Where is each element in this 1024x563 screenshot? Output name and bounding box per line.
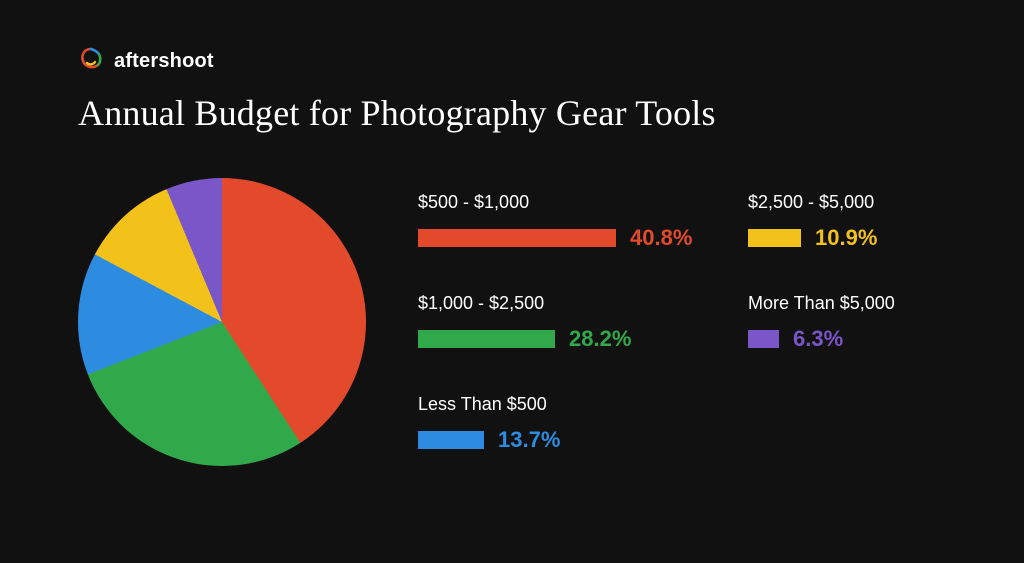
legend-label: $2,500 - $5,000 (748, 192, 968, 213)
legend-bar (748, 330, 779, 348)
legend-percent: 13.7% (498, 427, 560, 453)
chart-title: Annual Budget for Photography Gear Tools (78, 92, 716, 134)
legend-bar (418, 229, 616, 247)
brand-name: aftershoot (114, 50, 214, 73)
legend-item: Less Than $500 13.7% (418, 394, 738, 453)
legend-bar (418, 330, 555, 348)
legend-bar-row: 28.2% (418, 326, 738, 352)
pie-graphic (78, 178, 366, 466)
legend-bar-row: 13.7% (418, 427, 738, 453)
legend-percent: 40.8% (630, 225, 692, 251)
legend-label: $1,000 - $2,500 (418, 293, 738, 314)
legend-percent: 10.9% (815, 225, 877, 251)
legend-item: $500 - $1,000 40.8% (418, 192, 738, 251)
legend-label: $500 - $1,000 (418, 192, 738, 213)
pie-chart (78, 178, 366, 466)
legend-label: More Than $5,000 (748, 293, 968, 314)
legend-bar (748, 229, 801, 247)
legend-percent: 28.2% (569, 326, 631, 352)
legend-item: $1,000 - $2,500 28.2% (418, 293, 738, 352)
legend-label: Less Than $500 (418, 394, 738, 415)
legend-item: More Than $5,000 6.3% (748, 293, 968, 352)
legend-bar-row: 10.9% (748, 225, 968, 251)
legend: $500 - $1,000 40.8% $2,500 - $5,000 10.9% $1… (418, 192, 978, 453)
legend-bar-row: 40.8% (418, 225, 738, 251)
aftershoot-logo-icon (78, 46, 104, 77)
legend-bar-row: 6.3% (748, 326, 968, 352)
legend-bar (418, 431, 484, 449)
brand-block: aftershoot (78, 46, 214, 77)
legend-percent: 6.3% (793, 326, 843, 352)
legend-item: $2,500 - $5,000 10.9% (748, 192, 968, 251)
